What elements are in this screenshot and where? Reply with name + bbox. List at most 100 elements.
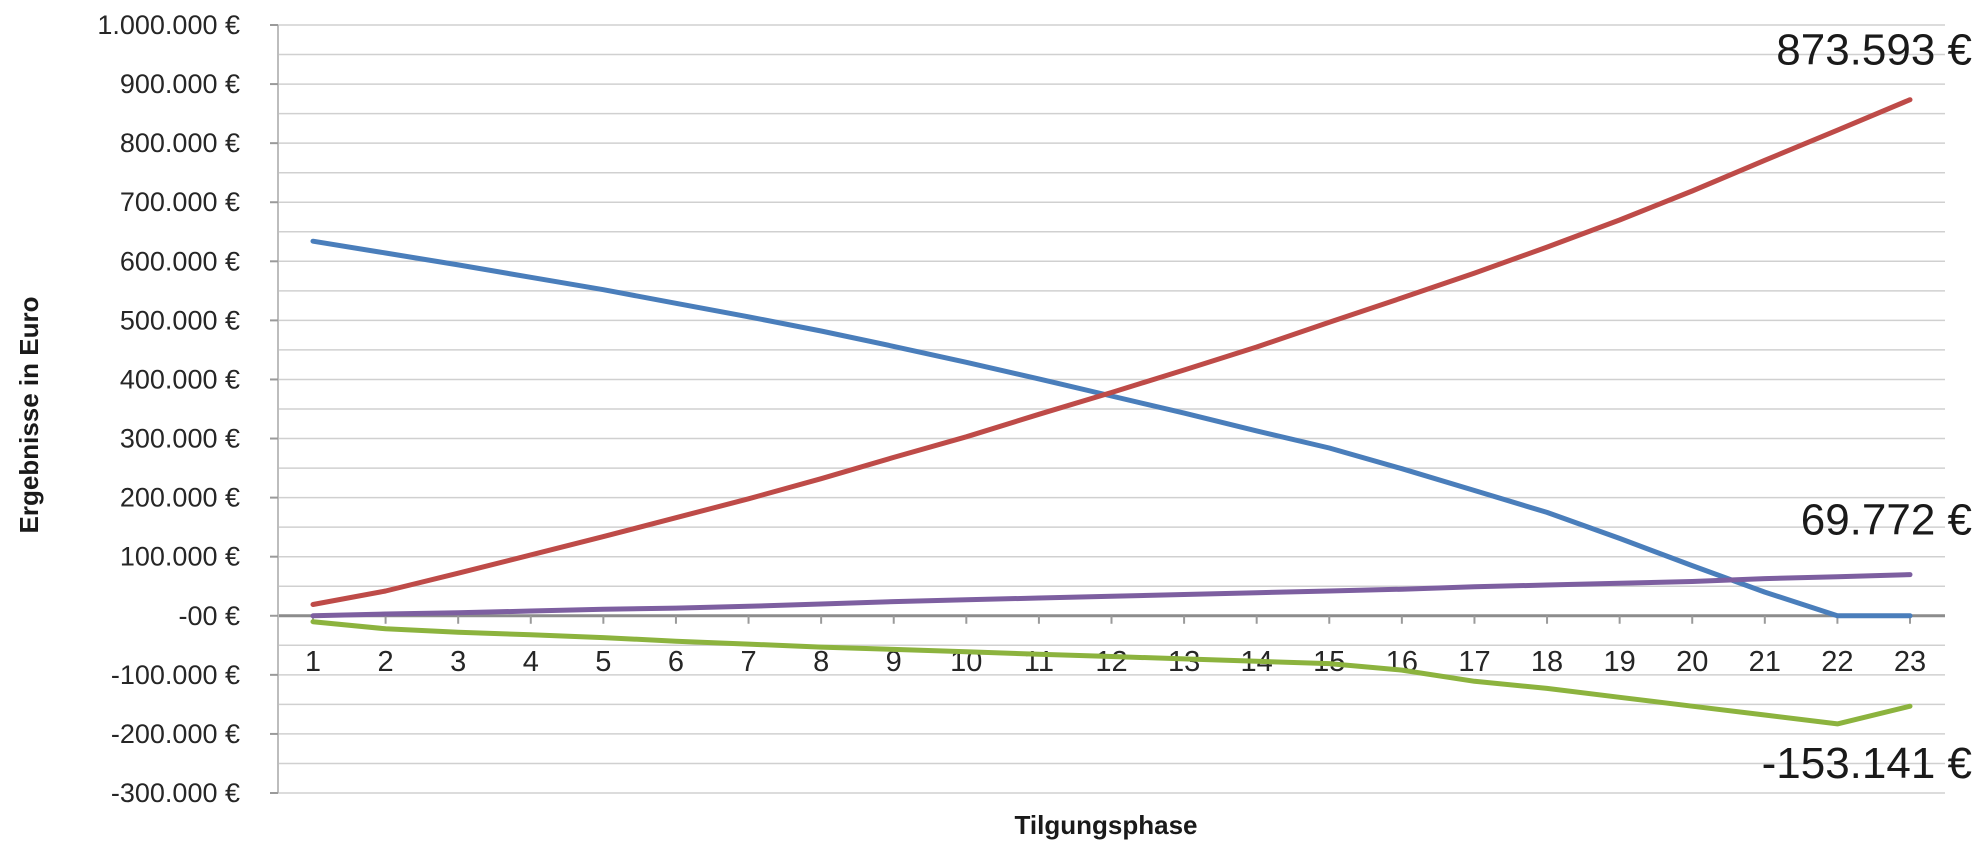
data-point — [1399, 295, 1404, 300]
data-point — [819, 601, 824, 606]
series-lines — [310, 97, 1913, 727]
data-point — [383, 251, 388, 256]
data-point — [1835, 574, 1840, 579]
data-point — [1545, 686, 1550, 691]
data-point — [1109, 594, 1114, 599]
data-point — [891, 344, 896, 349]
y-tick-label: 400.000 € — [120, 364, 240, 394]
data-point — [819, 645, 824, 650]
data-point — [673, 301, 678, 306]
data-point — [1327, 320, 1332, 325]
x-tick-label: 13 — [1168, 646, 1200, 678]
data-point — [1690, 189, 1695, 194]
x-tick-label: 1 — [305, 646, 321, 678]
x-tick-label: 18 — [1531, 646, 1563, 678]
y-axis-title: Ergebnisse in Euro — [14, 297, 44, 534]
data-point — [891, 455, 896, 460]
data-point — [1545, 510, 1550, 515]
data-point — [456, 630, 461, 635]
data-point — [964, 434, 969, 439]
data-point — [1399, 466, 1404, 471]
x-tick-label: 12 — [1095, 646, 1127, 678]
x-tick-label: 21 — [1749, 646, 1781, 678]
x-tick-label: 22 — [1821, 646, 1853, 678]
data-point — [1472, 679, 1477, 684]
data-point — [964, 360, 969, 365]
data-point — [1545, 583, 1550, 588]
y-tick-label: 300.000 € — [120, 424, 240, 454]
data-point — [1908, 572, 1912, 577]
data-point — [1617, 695, 1622, 700]
data-point — [1254, 428, 1259, 433]
data-point — [528, 552, 533, 557]
data-point — [1182, 656, 1187, 661]
y-tick-label: 100.000 € — [120, 542, 240, 572]
x-tick-label: 23 — [1894, 646, 1926, 678]
data-point — [1036, 376, 1041, 381]
data-point — [673, 606, 678, 611]
data-point — [1472, 488, 1477, 493]
data-point — [1617, 217, 1622, 222]
data-point — [383, 588, 388, 593]
y-tick-label: 500.000 € — [120, 305, 240, 335]
data-point — [673, 639, 678, 644]
data-point — [456, 262, 461, 267]
y-tick-label: -300.000 € — [111, 778, 240, 808]
y-tick-label: -100.000 € — [111, 660, 240, 690]
y-tick-label: 1.000.000 € — [97, 10, 240, 40]
data-point — [1109, 654, 1114, 659]
data-point — [1545, 245, 1550, 250]
data-point — [1690, 704, 1695, 709]
data-point — [528, 632, 533, 637]
data-point — [1762, 590, 1767, 595]
data-point — [1036, 596, 1041, 601]
data-point — [1908, 613, 1912, 618]
x-tick-label: 7 — [740, 646, 756, 678]
data-point — [1908, 97, 1912, 102]
y-tick-label: 800.000 € — [120, 128, 240, 158]
data-point — [891, 647, 896, 652]
data-point — [1327, 445, 1332, 450]
data-point — [1109, 390, 1114, 395]
data-point — [1762, 576, 1767, 581]
data-point — [746, 314, 751, 319]
data-point — [1182, 368, 1187, 373]
data-point — [1399, 668, 1404, 673]
value-callout: 69.772 € — [1801, 496, 1972, 545]
y-axis: 1.000.000 € 900.000 € 800.000 € 700.000 € 60… — [97, 10, 279, 808]
gridlines — [278, 24, 1945, 794]
y-tick-label: -200.000 € — [111, 719, 240, 749]
data-point — [1617, 536, 1622, 541]
data-point — [1835, 721, 1840, 726]
data-point — [746, 496, 751, 501]
data-point — [1182, 411, 1187, 416]
data-point — [1327, 588, 1332, 593]
data-point — [819, 476, 824, 481]
data-point — [1472, 271, 1477, 276]
data-point — [311, 239, 315, 244]
data-point — [1835, 613, 1840, 618]
data-point — [1472, 584, 1477, 589]
data-point — [1690, 563, 1695, 568]
x-tick-label: 20 — [1676, 646, 1708, 678]
data-point — [819, 329, 824, 334]
x-tick-label: 5 — [595, 646, 611, 678]
data-point — [456, 610, 461, 615]
data-point — [528, 275, 533, 280]
data-point — [746, 604, 751, 609]
data-point — [1690, 579, 1695, 584]
x-tick-label: 4 — [523, 646, 539, 678]
data-point — [1762, 158, 1767, 163]
y-tick-label: 700.000 € — [120, 187, 240, 217]
x-tick-label: 19 — [1604, 646, 1636, 678]
data-point — [1835, 128, 1840, 133]
data-point — [456, 571, 461, 576]
series-line-2 — [310, 97, 1913, 607]
data-point — [964, 649, 969, 654]
value-callout: 873.593 € — [1776, 26, 1972, 75]
x-tick-label: 6 — [668, 646, 684, 678]
x-tick-label: 9 — [886, 646, 902, 678]
y-tick-label: -00 € — [178, 601, 240, 631]
value-callout: -153.141 € — [1762, 739, 1972, 788]
y-tick-label: 600.000 € — [120, 246, 240, 276]
